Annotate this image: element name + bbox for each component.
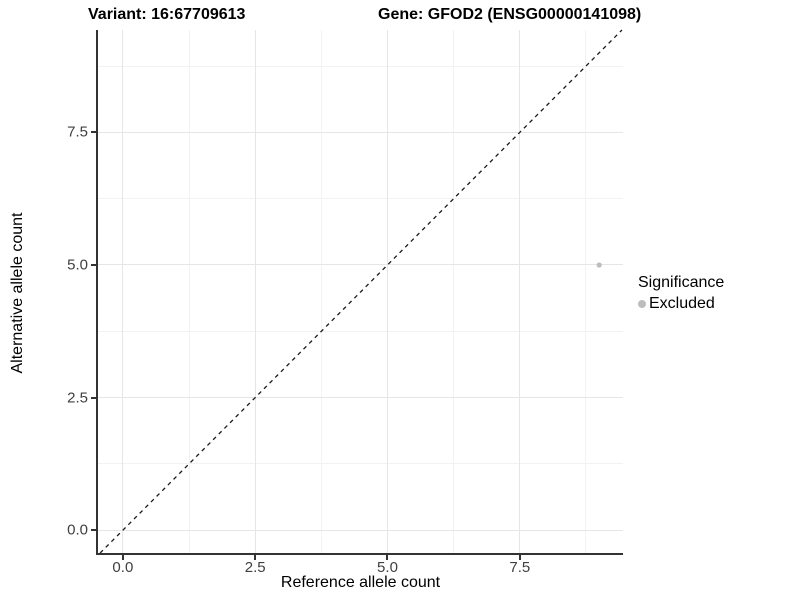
x-minor-gridline (188, 30, 190, 553)
data-point (596, 262, 602, 268)
y-axis-tick (91, 131, 96, 134)
legend-point-icon (638, 299, 646, 308)
y-tick-label: 0.0 (67, 521, 88, 539)
x-axis-tick (518, 555, 521, 560)
y-major-gridline (98, 131, 623, 133)
x-tick-label: 7.5 (509, 559, 531, 576)
legend-item-excluded: Excluded (638, 294, 724, 313)
x-major-gridline (122, 30, 124, 553)
x-minor-gridline (585, 30, 587, 553)
y-axis-tick (91, 396, 96, 399)
x-major-gridline (519, 30, 521, 553)
x-axis-line (96, 553, 623, 555)
x-axis-title: Reference allele count (280, 574, 441, 591)
y-minor-gridline (98, 463, 623, 465)
x-axis-tick (386, 555, 389, 560)
y-major-gridline (98, 397, 623, 399)
x-major-gridline (254, 30, 256, 553)
x-tick-label: 5.0 (377, 559, 398, 576)
y-axis-title: Alternative allele count (9, 212, 26, 374)
legend-item-label: Excluded (649, 295, 715, 312)
y-minor-gridline (98, 330, 623, 332)
x-major-gridline (386, 30, 388, 553)
y-minor-gridline (98, 65, 623, 67)
x-tick-label: 0.0 (112, 559, 134, 576)
identity-dashed-line (99, 29, 623, 554)
x-minor-gridline (453, 30, 455, 553)
plot-title-gene: Gene: GFOD2 (ENSG00000141098) (378, 6, 642, 23)
y-tick-label: 7.5 (67, 123, 88, 141)
x-tick-label: 2.5 (244, 559, 266, 576)
x-axis-tick (254, 555, 257, 560)
y-axis-line (96, 30, 98, 555)
y-major-gridline (98, 529, 623, 531)
y-axis-tick (91, 529, 96, 532)
y-tick-label: 2.5 (67, 389, 88, 407)
x-minor-gridline (320, 30, 322, 553)
plot-layer (99, 29, 623, 554)
y-tick-label: 5.0 (67, 256, 88, 274)
y-axis-tick (91, 263, 96, 266)
x-axis-tick (121, 555, 124, 560)
y-major-gridline (98, 264, 623, 266)
plot-title-variant: Variant: 16:67709613 (88, 6, 246, 23)
legend: Significance Excluded (638, 273, 724, 313)
y-minor-gridline (98, 198, 623, 200)
plot-panel (98, 29, 623, 554)
legend-title: Significance (638, 274, 725, 291)
